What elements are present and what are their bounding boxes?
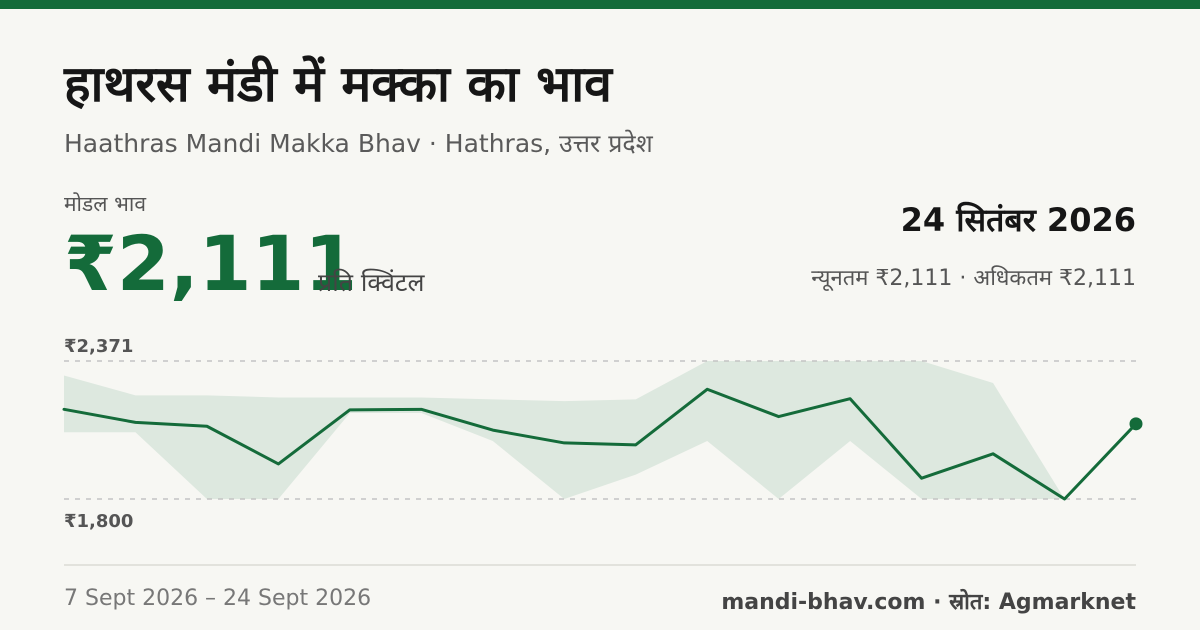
- min-max-price: न्यूनतम ₹2,111 · अधिकतम ₹2,111: [811, 266, 1136, 291]
- y-tick-label-min: ₹1,800: [64, 511, 133, 532]
- footer-divider: [64, 564, 1136, 566]
- source-credit: mandi-bhav.com · स्रोत: Agmarknet: [721, 590, 1136, 615]
- date-range: 7 Sept 2026 – 24 Sept 2026: [64, 586, 372, 611]
- modal-price-label: मोडल भाव: [64, 192, 147, 216]
- top-accent-bar: [0, 0, 1200, 9]
- price-unit: प्रति क्विंटल: [318, 268, 425, 297]
- y-tick-label-max: ₹2,371: [64, 336, 133, 357]
- price-series-line: [62, 387, 1138, 501]
- modal-price-value: ₹2,111: [64, 219, 358, 308]
- price-date: 24 सितंबर 2026: [900, 201, 1136, 239]
- latest-price-point: [1129, 417, 1143, 431]
- page-subtitle: Haathras Mandi Makka Bhav · Hathras, उत्…: [64, 129, 653, 158]
- page-title: हाथरस मंडी में मक्का का भाव: [64, 55, 612, 113]
- min-max-band: [64, 361, 1136, 499]
